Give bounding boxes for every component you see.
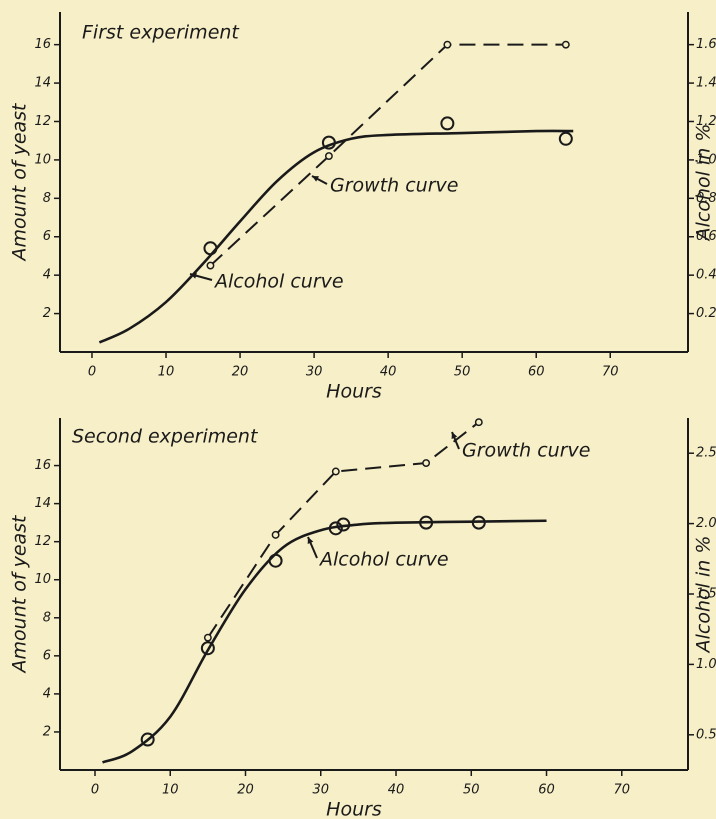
y-tick-label: 14 xyxy=(34,76,51,91)
y2-tick-label: 2.5 xyxy=(696,446,716,461)
growth-point xyxy=(321,135,336,150)
y2-tick-label: 1.0 xyxy=(696,657,716,672)
y-axis-label: Amount of yeast xyxy=(9,102,31,263)
y-tick-label: 12 xyxy=(34,114,51,129)
y2-tick-label: 1.2 xyxy=(696,114,716,129)
alcohol-point xyxy=(271,530,280,539)
y2-tick-label: 2.0 xyxy=(696,516,716,531)
growth-point xyxy=(203,241,218,256)
curve-label: Alcohol curve xyxy=(318,549,449,571)
alcohol-point xyxy=(443,40,452,49)
y2-tick-label: 0.6 xyxy=(696,229,716,244)
y2-tick-label: 1.5 xyxy=(696,587,716,602)
alcohol-point xyxy=(474,418,483,427)
x-tick-label: 70 xyxy=(602,365,619,380)
x-tick-label: 50 xyxy=(463,783,480,798)
y2-tick-label: 0.8 xyxy=(696,191,716,206)
y-tick-label: 2 xyxy=(43,724,51,739)
alcohol-point xyxy=(331,467,340,476)
x-tick-label: 70 xyxy=(614,783,631,798)
x-tick-label: 30 xyxy=(312,783,329,798)
y-tick-label: 12 xyxy=(34,534,51,549)
x-tick-label: 30 xyxy=(306,365,323,380)
x-tick-label: 0 xyxy=(91,783,99,798)
arrow-head xyxy=(307,537,314,544)
x-tick-label: 10 xyxy=(162,783,179,798)
y-tick-label: 6 xyxy=(43,648,51,663)
alcohol-point xyxy=(561,40,570,49)
y2-tick-label: 0.5 xyxy=(696,727,716,742)
y2-axis-label: Alcohol in % xyxy=(693,536,715,655)
growth-line xyxy=(98,129,574,344)
arrow-head xyxy=(312,176,319,182)
growth-point xyxy=(471,515,486,530)
chart-title: First experiment xyxy=(82,22,240,44)
curve-label: Alcohol curve xyxy=(213,271,344,293)
y-tick-label: 6 xyxy=(43,229,51,244)
y-tick-label: 8 xyxy=(43,191,51,206)
y-tick-label: 10 xyxy=(34,152,51,167)
alcohol-line xyxy=(209,43,566,267)
arrow-head xyxy=(451,432,458,439)
y-tick-label: 8 xyxy=(43,610,51,625)
x-tick-label: 60 xyxy=(538,783,555,798)
x-axis-label: Hours xyxy=(326,799,382,819)
y-axis-label: Amount of yeast xyxy=(9,514,31,675)
y2-tick-label: 0.4 xyxy=(696,268,716,283)
y2-tick-label: 0.2 xyxy=(696,306,716,321)
growth-point xyxy=(140,732,155,747)
growth-point xyxy=(440,116,455,131)
x-tick-label: 0 xyxy=(88,365,96,380)
growth-line xyxy=(102,519,547,764)
x-tick-label: 20 xyxy=(232,365,249,380)
growth-point xyxy=(268,553,283,568)
curve-label: Growth curve xyxy=(330,175,458,197)
y-tick-label: 16 xyxy=(34,37,51,52)
y2-tick-label: 1.6 xyxy=(696,37,716,52)
chart-title: Second experiment xyxy=(72,426,259,448)
alcohol-point xyxy=(422,459,431,468)
alcohol-point xyxy=(324,152,333,161)
x-tick-label: 40 xyxy=(380,365,397,380)
x-tick-label: 40 xyxy=(388,783,405,798)
y-tick-label: 16 xyxy=(34,458,51,473)
x-tick-label: 10 xyxy=(158,365,175,380)
y2-axis-label: Alcohol in % xyxy=(693,124,715,243)
arrow-head xyxy=(190,272,197,279)
alcohol-point xyxy=(206,261,215,270)
x-tick-label: 50 xyxy=(454,365,471,380)
alcohol-line xyxy=(207,421,480,639)
curve-label: Growth curve xyxy=(462,440,590,462)
x-tick-label: 60 xyxy=(528,365,545,380)
x-axis-label: Hours xyxy=(326,381,382,403)
growth-point xyxy=(200,641,215,656)
growth-point xyxy=(328,521,343,536)
alcohol-point xyxy=(203,633,212,642)
y-tick-label: 10 xyxy=(34,572,51,587)
y2-tick-label: 1.4 xyxy=(696,76,716,91)
y-tick-label: 14 xyxy=(34,496,51,511)
growth-point xyxy=(558,131,573,146)
growth-point xyxy=(336,517,351,532)
x-tick-label: 20 xyxy=(237,783,254,798)
y-tick-label: 4 xyxy=(43,268,51,283)
y-tick-label: 2 xyxy=(43,306,51,321)
y-tick-label: 4 xyxy=(43,686,51,701)
y2-tick-label: 1.0 xyxy=(696,152,716,167)
growth-point xyxy=(419,515,434,530)
